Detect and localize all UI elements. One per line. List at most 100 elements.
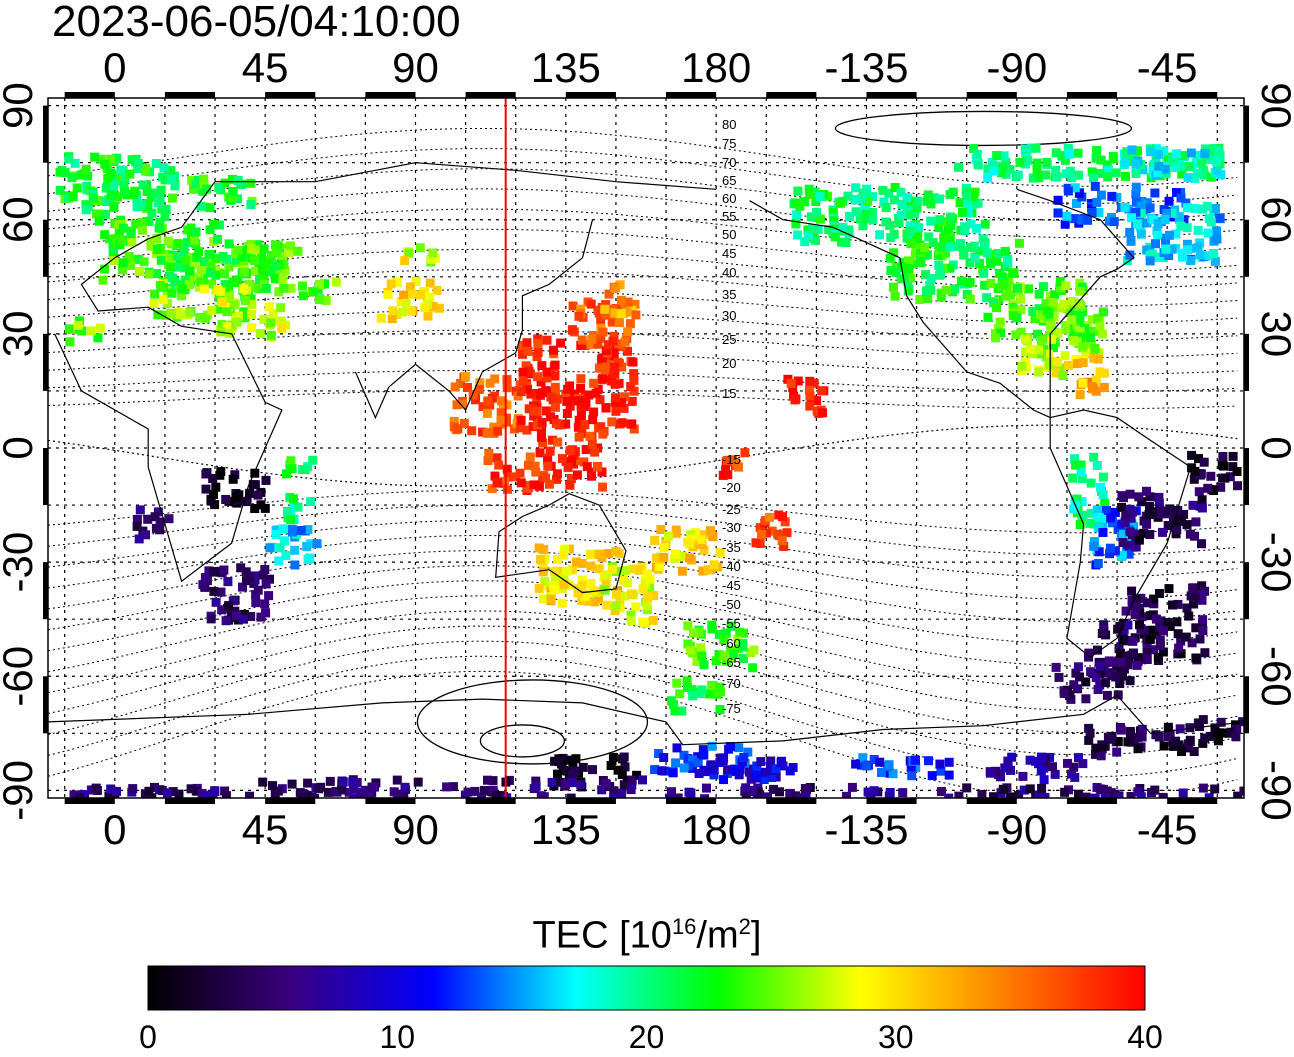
tec-data-cell xyxy=(983,164,993,174)
tec-data-cell xyxy=(494,460,504,470)
magnetic-latitude-label: 60 xyxy=(722,191,736,206)
tec-data-cell xyxy=(186,271,195,281)
tec-data-cell xyxy=(869,786,879,796)
tec-data-cell xyxy=(861,214,871,223)
tec-data-cell xyxy=(253,490,263,500)
tec-data-cell xyxy=(1195,470,1205,480)
tec-data-cell xyxy=(1050,290,1060,300)
tec-data-cell xyxy=(546,392,556,402)
tec-data-cell xyxy=(1095,661,1105,671)
tec-data-cell xyxy=(564,755,574,765)
tec-data-cell xyxy=(886,233,896,242)
tec-data-cell xyxy=(1070,454,1080,464)
tec-data-cell xyxy=(1162,208,1172,218)
tec-data-cell xyxy=(69,790,79,798)
tec-data-cell xyxy=(1125,489,1135,499)
tec-map: 8075706560555045403530252015-15-20-25-30… xyxy=(0,44,1294,853)
tec-data-cell xyxy=(996,328,1006,338)
tec-data-cell xyxy=(607,317,617,327)
tec-data-cell xyxy=(1099,628,1109,638)
tec-data-cell xyxy=(609,331,619,341)
tec-data-cell xyxy=(236,563,246,573)
tec-data-cell xyxy=(1203,251,1213,261)
tec-data-cell xyxy=(1016,327,1026,337)
tec-data-cell xyxy=(233,194,242,204)
tec-data-cell xyxy=(246,294,256,304)
tec-data-cell xyxy=(612,589,621,599)
tec-data-cell xyxy=(891,268,901,277)
tec-data-cell xyxy=(1150,785,1160,795)
tec-data-cell xyxy=(940,248,950,258)
tec-data-cell xyxy=(1120,517,1130,527)
tec-data-cell xyxy=(933,250,943,260)
tec-data-cell xyxy=(645,574,655,584)
tec-data-cell xyxy=(1064,149,1074,159)
tec-data-cell xyxy=(890,291,900,301)
tec-data-cell xyxy=(577,575,587,585)
tec-data-cell xyxy=(614,339,624,349)
tec-data-cell xyxy=(194,272,204,282)
tec-data-cell xyxy=(163,788,172,798)
tec-data-cell xyxy=(165,262,175,272)
tec-data-cell xyxy=(1035,310,1045,320)
tec-data-cell xyxy=(1096,190,1106,200)
tec-data-cell xyxy=(1131,159,1141,169)
tec-data-cell xyxy=(944,757,954,767)
tec-data-cell xyxy=(672,678,682,688)
tec-data-cell xyxy=(238,582,247,592)
tec-data-cell xyxy=(1159,626,1168,636)
tec-data-cell xyxy=(1233,481,1242,491)
tec-data-cell xyxy=(293,502,303,512)
tec-data-cell xyxy=(1210,784,1220,794)
tec-data-cell xyxy=(1149,599,1159,609)
tec-data-cell xyxy=(398,307,408,317)
tec-data-cell xyxy=(331,277,341,287)
tec-data-cell xyxy=(913,196,923,206)
frame-bar xyxy=(1244,219,1249,277)
lon-tick-top: 45 xyxy=(242,44,289,91)
tec-data-cell xyxy=(659,553,669,562)
tec-data-cell xyxy=(1098,528,1108,537)
tec-data-cell xyxy=(1099,620,1109,630)
magnetic-latitude-label: 15 xyxy=(722,386,736,401)
tec-data-cell xyxy=(1155,589,1164,598)
tec-data-cell xyxy=(971,154,981,164)
tec-data-cell xyxy=(423,311,433,321)
tec-data-cell xyxy=(196,265,206,275)
frame-bar xyxy=(966,798,1017,804)
magnetic-latitude-label: -45 xyxy=(722,578,741,593)
lon-tick-top: -135 xyxy=(824,44,908,91)
tec-data-cell xyxy=(196,201,206,211)
tec-data-cell xyxy=(1078,358,1088,368)
tec-data-cell xyxy=(265,543,275,553)
tec-data-cell xyxy=(1105,543,1115,553)
tec-data-cell xyxy=(847,782,857,792)
tec-data-cell xyxy=(136,200,146,210)
tec-data-cell xyxy=(945,212,955,222)
tec-data-cell xyxy=(679,763,689,773)
tec-data-cell xyxy=(564,580,574,590)
tec-data-cell xyxy=(962,290,972,299)
tec-data-cell xyxy=(413,777,423,787)
tec-data-cell xyxy=(406,282,415,292)
tec-data-cell xyxy=(608,308,618,318)
tec-data-cell xyxy=(496,415,506,425)
tec-data-cell xyxy=(875,757,885,767)
tec-data-cell xyxy=(627,396,637,406)
tec-data-cell xyxy=(1185,735,1195,745)
tec-data-cell xyxy=(977,790,987,798)
tec-data-cell xyxy=(228,596,238,606)
tec-data-cell xyxy=(1068,473,1078,483)
tec-data-cell xyxy=(1091,153,1101,163)
tec-data-cell xyxy=(801,788,811,798)
tec-data-cell xyxy=(1177,514,1186,524)
tec-data-cell xyxy=(1097,329,1107,339)
tec-data-cell xyxy=(578,762,588,772)
tec-data-cell xyxy=(1008,268,1018,278)
tec-data-cell xyxy=(303,462,313,472)
tec-data-cell xyxy=(1117,502,1127,512)
lat-tick-left: -30 xyxy=(0,532,41,593)
tec-data-cell xyxy=(594,363,604,373)
magnetic-latitude-contour xyxy=(48,329,1238,358)
tec-data-cell xyxy=(124,252,134,261)
